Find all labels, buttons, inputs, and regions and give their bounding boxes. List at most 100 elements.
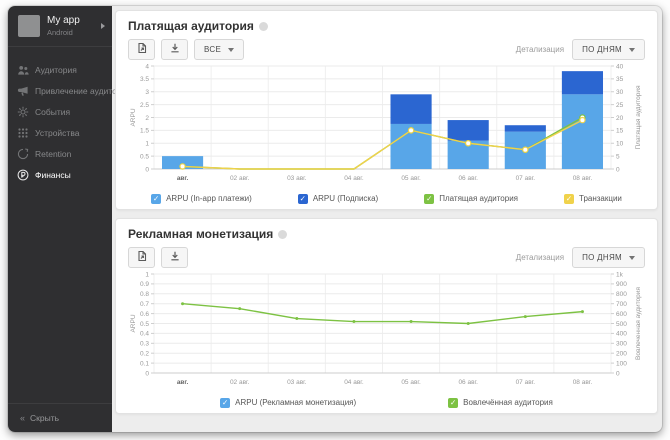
sidebar-item-label: Финансы bbox=[35, 169, 71, 180]
svg-text:0: 0 bbox=[616, 370, 620, 377]
sidebar-item-retention[interactable]: Retention bbox=[8, 143, 112, 164]
new-report-icon bbox=[136, 250, 148, 265]
svg-text:3.5: 3.5 bbox=[140, 76, 149, 83]
legend-label: ARPU (In-app платежи) bbox=[166, 194, 252, 203]
legend-checkbox[interactable]: ✓ bbox=[151, 193, 162, 204]
collapse-label: Скрыть bbox=[30, 413, 60, 423]
svg-text:07 авг.: 07 авг. bbox=[516, 175, 536, 182]
legend-item[interactable]: ✓ ARPU (Подписка) bbox=[297, 193, 379, 204]
legend-label: Транзакции bbox=[579, 194, 622, 203]
svg-text:05 авг.: 05 авг. bbox=[401, 379, 421, 386]
download-button[interactable] bbox=[161, 247, 188, 268]
new-report-button[interactable] bbox=[128, 247, 155, 268]
svg-text:5: 5 bbox=[616, 153, 620, 160]
segment-all-dropdown[interactable]: ВСЕ bbox=[194, 39, 245, 60]
svg-text:08 авг.: 08 авг. bbox=[573, 175, 593, 182]
svg-text:0.5: 0.5 bbox=[140, 321, 149, 328]
sidebar: My app Android Аудитория Привлечение ауди… bbox=[8, 6, 131, 432]
detail-by-days-dropdown[interactable]: ПО ДНЯМ bbox=[572, 39, 645, 60]
svg-text:1.5: 1.5 bbox=[140, 128, 149, 135]
sidebar-item-audience[interactable]: Аудитория bbox=[8, 59, 112, 80]
new-report-icon bbox=[136, 42, 148, 57]
panel-title: Рекламная монетизация bbox=[128, 227, 274, 241]
legend-label: ARPU (Рекламная монетизация) bbox=[235, 398, 357, 407]
svg-text:06 авг.: 06 авг. bbox=[458, 175, 478, 182]
app-switcher[interactable]: My app Android bbox=[8, 6, 112, 47]
chevron-down-icon bbox=[629, 47, 635, 52]
svg-text:300: 300 bbox=[616, 341, 627, 348]
svg-text:4: 4 bbox=[145, 63, 149, 70]
legend-label: Вовлечённая аудитория bbox=[463, 398, 553, 407]
detail-by-days-dropdown[interactable]: ПО ДНЯМ bbox=[572, 247, 645, 268]
svg-text:2: 2 bbox=[145, 115, 149, 122]
legend-checkbox[interactable]: ✓ bbox=[424, 193, 435, 204]
svg-text:0.6: 0.6 bbox=[140, 311, 149, 318]
svg-text:25: 25 bbox=[616, 102, 624, 109]
sidebar-item-finance[interactable]: Финансы bbox=[8, 164, 112, 185]
legend-checkbox[interactable]: ✓ bbox=[564, 193, 574, 204]
svg-text:800: 800 bbox=[616, 291, 627, 298]
svg-text:08 авг.: 08 авг. bbox=[573, 379, 593, 386]
sidebar-item-label: События bbox=[35, 106, 71, 117]
paying-audience-panel: Платящая аудитория bbox=[115, 10, 658, 210]
sidebar-menu: Аудитория Привлечение аудитории События Уст… bbox=[8, 47, 131, 403]
svg-text:1: 1 bbox=[145, 271, 149, 278]
svg-text:0.9: 0.9 bbox=[140, 281, 149, 288]
audience-icon bbox=[17, 64, 29, 76]
svg-text:Вовлеченная аудитория: Вовлеченная аудитория bbox=[635, 287, 642, 360]
svg-text:0.8: 0.8 bbox=[140, 291, 149, 298]
sidebar-item-events[interactable]: События bbox=[8, 101, 112, 122]
legend-item[interactable]: ✓ Платящая аудитория bbox=[424, 193, 518, 204]
svg-text:авг.: авг. bbox=[177, 379, 189, 386]
svg-text:100: 100 bbox=[616, 360, 627, 367]
svg-text:0.2: 0.2 bbox=[140, 351, 149, 358]
svg-text:0: 0 bbox=[145, 166, 149, 173]
sidebar-item-label: Привлечение аудитории bbox=[35, 85, 132, 96]
svg-text:0.5: 0.5 bbox=[140, 153, 149, 160]
new-report-button[interactable] bbox=[128, 39, 155, 60]
svg-text:3: 3 bbox=[145, 89, 149, 96]
legend-checkbox[interactable]: ✓ bbox=[220, 397, 231, 408]
chevron-down-icon bbox=[228, 47, 235, 52]
svg-text:05 авг.: 05 авг. bbox=[401, 175, 421, 182]
svg-text:600: 600 bbox=[616, 311, 627, 318]
info-icon[interactable] bbox=[278, 229, 288, 239]
sidebar-item-label: Устройства bbox=[35, 127, 80, 138]
legend-item[interactable]: ✓ ARPU (In-app платежи) bbox=[151, 193, 252, 204]
panel-title: Платящая аудитория bbox=[128, 19, 254, 33]
svg-text:02 авг.: 02 авг. bbox=[230, 379, 250, 386]
legend-label: Платящая аудитория bbox=[439, 194, 518, 203]
acquisition-icon bbox=[17, 85, 29, 97]
download-button[interactable] bbox=[161, 39, 188, 60]
legend-item[interactable]: ✓ Вовлечённая аудитория bbox=[448, 397, 553, 408]
chevron-right-icon bbox=[101, 23, 105, 29]
legend-item[interactable]: ✓ ARPU (Рекламная монетизация) bbox=[220, 397, 357, 408]
collapse-sidebar-button[interactable]: « Скрыть bbox=[8, 403, 112, 432]
download-icon bbox=[169, 250, 181, 265]
svg-text:Платящая аудитория: Платящая аудитория bbox=[635, 85, 642, 149]
download-icon bbox=[169, 42, 181, 57]
detail-value: ПО ДНЯМ bbox=[582, 45, 622, 54]
sidebar-item-acquisition[interactable]: Привлечение аудитории bbox=[8, 80, 131, 101]
svg-text:0: 0 bbox=[616, 166, 620, 173]
app-icon bbox=[18, 15, 40, 37]
segment-all-label: ВСЕ bbox=[204, 45, 222, 54]
info-icon[interactable] bbox=[258, 21, 268, 31]
svg-text:10: 10 bbox=[616, 141, 624, 148]
svg-text:0: 0 bbox=[145, 370, 149, 377]
legend-checkbox[interactable]: ✓ bbox=[448, 397, 459, 408]
sidebar-item-label: Retention bbox=[35, 148, 72, 159]
events-icon bbox=[17, 106, 29, 118]
double-chevron-left-icon: « bbox=[20, 413, 26, 423]
legend-label: ARPU (Подписка) bbox=[312, 194, 379, 203]
svg-text:04 авг.: 04 авг. bbox=[344, 175, 364, 182]
svg-text:04 авг.: 04 авг. bbox=[344, 379, 364, 386]
ad-monetization-panel: Рекламная монетизация bbox=[115, 218, 658, 414]
legend-item[interactable]: ✓ Транзакции bbox=[564, 193, 622, 204]
detail-value: ПО ДНЯМ bbox=[582, 253, 622, 262]
app-meta: My app Android bbox=[47, 15, 101, 37]
app-name: My app bbox=[47, 15, 80, 26]
sidebar-item-devices[interactable]: Устройства bbox=[8, 122, 112, 143]
sidebar-item-label: Аудитория bbox=[35, 64, 77, 75]
legend-checkbox[interactable]: ✓ bbox=[297, 193, 308, 204]
